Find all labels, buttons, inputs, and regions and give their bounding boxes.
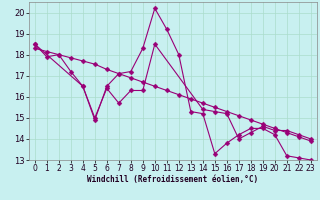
X-axis label: Windchill (Refroidissement éolien,°C): Windchill (Refroidissement éolien,°C) bbox=[87, 175, 258, 184]
